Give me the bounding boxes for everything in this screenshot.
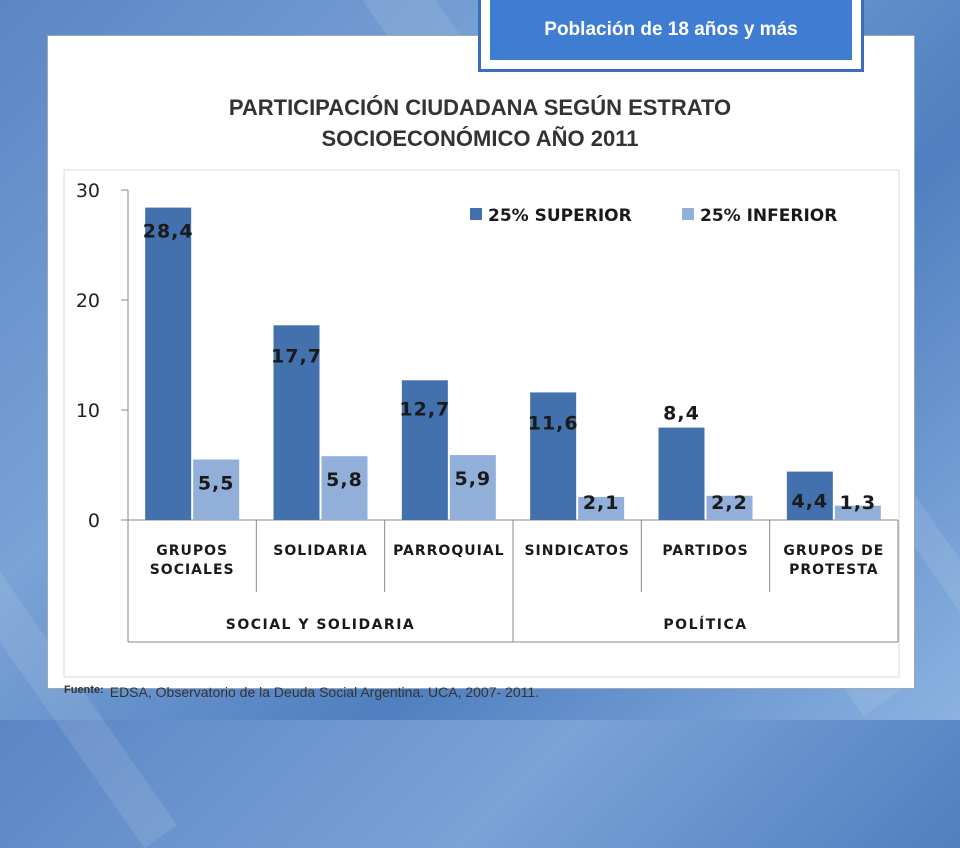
y-tick-label: 10 <box>76 400 100 422</box>
chart-axes: 0 10 20 30 GRUPOS SOCIALES SOLIDARIA PARROQUIAL… <box>76 180 899 643</box>
chart-area <box>63 169 900 678</box>
bar-superior <box>658 427 705 520</box>
x-group-label: SOCIAL Y SOLIDARIA <box>226 617 416 633</box>
x-category-label: SOCIALES <box>150 562 235 578</box>
chart-legend: 25% SUPERIOR 25% INFERIOR <box>470 206 837 226</box>
bar-inferior <box>321 456 368 520</box>
x-category-label: GRUPOS DE <box>783 543 884 559</box>
source-label: Fuente: <box>64 684 104 696</box>
legend-swatch-inferior <box>682 208 694 220</box>
x-category-label: PARROQUIAL <box>393 543 505 559</box>
x-category-label: SINDICATOS <box>524 543 629 559</box>
y-tick-label: 20 <box>76 290 100 312</box>
legend-swatch-superior <box>470 208 482 220</box>
data-label-inferior: 5,9 <box>454 468 491 490</box>
legend-label-superior: 25% SUPERIOR <box>488 206 632 226</box>
data-label-superior: 4,4 <box>791 491 828 513</box>
x-category-label: PROTESTA <box>789 562 878 578</box>
data-label-inferior: 1,3 <box>839 492 876 514</box>
chart-title: PARTICIPACIÓN CIUDADANA SEGÚN ESTRATO SO… <box>47 92 913 154</box>
bar-inferior <box>578 496 625 520</box>
data-label-inferior: 5,8 <box>326 469 363 491</box>
bar-superior <box>273 325 320 520</box>
data-label-superior: 12,7 <box>399 398 450 420</box>
x-group-label: POLÍTICA <box>663 616 747 633</box>
x-category-label: GRUPOS <box>156 543 228 559</box>
legend-label-inferior: 25% INFERIOR <box>700 206 837 226</box>
data-label-inferior: 5,5 <box>198 473 235 495</box>
data-label-inferior: 2,2 <box>711 492 748 514</box>
data-label-inferior: 2,1 <box>583 492 620 514</box>
x-category-label: PARTIDOS <box>662 543 748 559</box>
population-badge-label: Población de 18 años y más <box>490 0 852 60</box>
chart-title-line-1: PARTICIPACIÓN CIUDADANA SEGÚN ESTRATO <box>228 95 732 120</box>
bar-inferior <box>834 505 881 520</box>
bar-inferior <box>193 459 240 520</box>
bar-superior <box>145 207 192 520</box>
data-label-superior: 17,7 <box>271 345 322 367</box>
source-text: EDSA, Observatorio de la Deuda Social Ar… <box>109 684 540 700</box>
bar-chart: 0 10 20 30 GRUPOS SOCIALES SOLIDARIA PARROQUIAL… <box>63 169 900 678</box>
bar-inferior <box>449 455 496 520</box>
bar-superior <box>786 471 833 520</box>
y-tick-label: 0 <box>88 510 100 532</box>
data-label-superior: 28,4 <box>143 221 194 243</box>
x-category-label: SOLIDARIA <box>273 543 367 559</box>
bar-superior <box>530 392 577 520</box>
chart-data-labels: 28,4 17,7 12,7 11,6 8,4 4,4 5,5 5,8 5,9 2,1 2,2 1,3 <box>143 221 876 514</box>
bar-inferior <box>706 495 753 520</box>
source-note: Fuente: EDSA, Observatorio de la Deuda So… <box>64 684 539 700</box>
chart-bars <box>145 207 881 520</box>
y-tick-label: 30 <box>76 180 100 202</box>
population-badge: Población de 18 años y más <box>478 0 864 72</box>
chart-title-line-2: SOCIOECONÓMICO AÑO 2011 <box>321 126 639 151</box>
data-label-superior: 11,6 <box>528 412 579 434</box>
bar-superior <box>401 380 448 520</box>
data-label-superior: 8,4 <box>663 403 700 425</box>
